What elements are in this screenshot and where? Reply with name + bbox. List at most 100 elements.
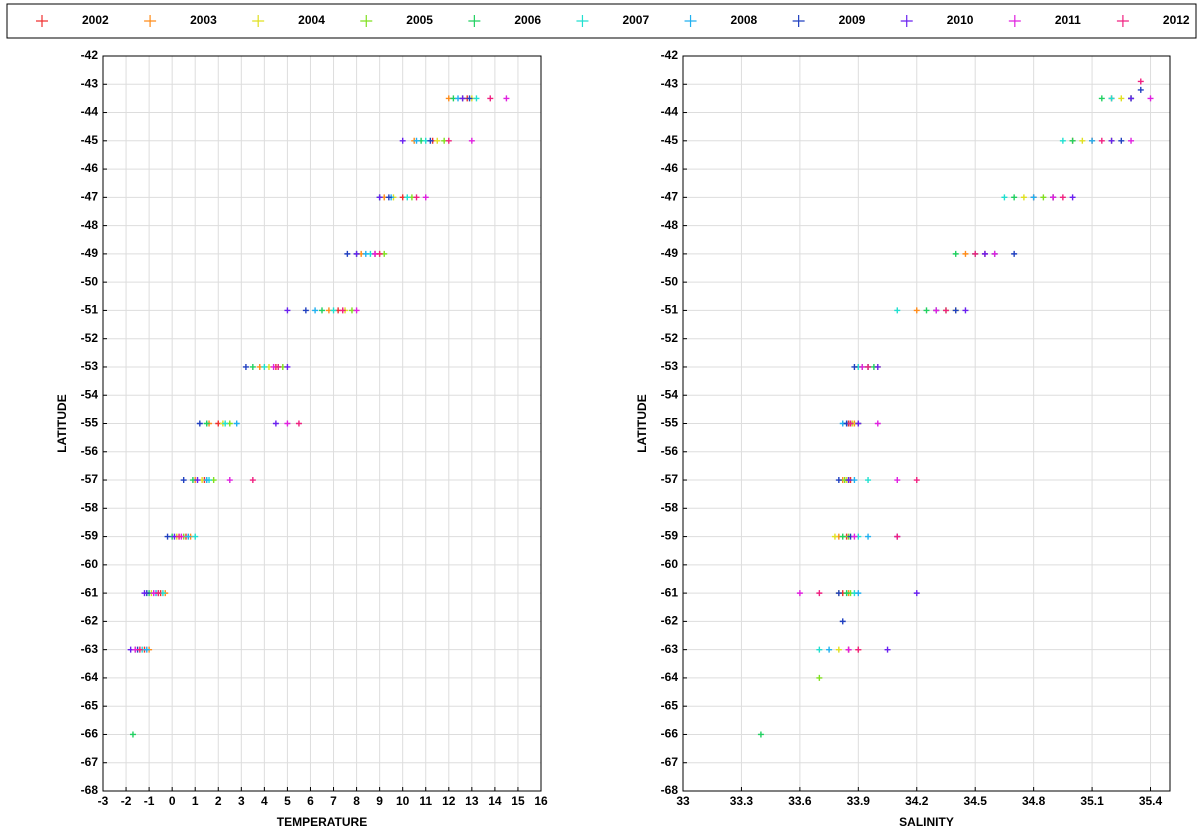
x-tick-label: 12 <box>442 794 456 808</box>
y-tick-label: -52 <box>81 331 99 345</box>
point <box>894 307 901 314</box>
x-tick-label: 33 <box>676 794 690 808</box>
y-tick-label: -54 <box>661 387 679 401</box>
point <box>1098 95 1105 102</box>
point <box>194 477 201 484</box>
point <box>434 137 441 144</box>
x-tick-label: 2 <box>215 794 222 808</box>
plot-frame <box>102 55 542 792</box>
point <box>843 590 850 597</box>
y-tick-label: -43 <box>661 76 679 90</box>
y-tick-label: -60 <box>81 557 99 571</box>
point <box>164 533 171 540</box>
point <box>413 137 420 144</box>
point <box>312 307 319 314</box>
point <box>129 731 136 738</box>
y-axis-label: LATITUDE <box>55 394 69 452</box>
y-tick-label: -46 <box>81 161 99 175</box>
legend-label: 2004 <box>298 13 325 27</box>
point <box>757 731 764 738</box>
point <box>376 194 383 201</box>
y-tick-label: -56 <box>661 444 679 458</box>
point <box>272 420 279 427</box>
y-tick-label: -49 <box>81 246 99 260</box>
x-tick-label: 33.6 <box>788 794 812 808</box>
point <box>242 363 249 370</box>
point <box>473 95 480 102</box>
point <box>422 194 429 201</box>
y-tick-label: -63 <box>81 642 99 656</box>
point <box>261 363 268 370</box>
point <box>136 646 143 653</box>
x-tick-label: 5 <box>284 794 291 808</box>
point <box>962 307 969 314</box>
legend-marker <box>792 15 805 27</box>
x-tick-label: 34.5 <box>964 794 988 808</box>
x-tick-label: 8 <box>353 794 360 808</box>
point <box>972 250 979 257</box>
y-tick-label: -44 <box>661 105 679 119</box>
y-tick-label: -58 <box>661 500 679 514</box>
legend-label: 2010 <box>947 13 974 27</box>
point <box>816 590 823 597</box>
point <box>796 590 803 597</box>
legend-label: 2007 <box>622 13 649 27</box>
point <box>1108 95 1115 102</box>
point <box>1020 194 1027 201</box>
point <box>913 307 920 314</box>
y-tick-label: -61 <box>81 585 99 599</box>
point <box>859 363 866 370</box>
x-tick-label: -2 <box>121 794 132 808</box>
y-tick-label: -43 <box>81 76 99 90</box>
y-tick-label: -54 <box>81 387 99 401</box>
x-tick-label: 15 <box>511 794 525 808</box>
point <box>143 646 150 653</box>
point <box>839 533 846 540</box>
y-axis-label: LATITUDE <box>635 394 649 452</box>
point <box>249 477 256 484</box>
point <box>865 533 872 540</box>
point <box>845 646 852 653</box>
point <box>1137 78 1144 85</box>
point <box>222 420 229 427</box>
point <box>835 646 842 653</box>
point <box>275 363 282 370</box>
y-tick-label: -66 <box>661 727 679 741</box>
y-tick-label: -55 <box>81 416 99 430</box>
point <box>185 533 192 540</box>
point <box>835 477 842 484</box>
point <box>962 250 969 257</box>
point <box>1079 137 1086 144</box>
x-tick-label: -3 <box>98 794 109 808</box>
x-tick-label: 16 <box>534 794 548 808</box>
point <box>1050 194 1057 201</box>
y-tick-label: -46 <box>661 161 679 175</box>
point <box>913 590 920 597</box>
point <box>1118 137 1125 144</box>
y-tick-label: -61 <box>661 585 679 599</box>
legend-label: 2002 <box>82 13 109 27</box>
y-tick-label: -52 <box>661 331 679 345</box>
point <box>1108 137 1115 144</box>
x-axis-label: SALINITY <box>899 815 954 829</box>
x-tick-label: 14 <box>488 794 502 808</box>
point <box>226 477 233 484</box>
x-tick-label: 11 <box>419 794 432 808</box>
point <box>284 363 291 370</box>
point <box>362 250 369 257</box>
x-tick-label: 4 <box>261 794 268 808</box>
point <box>141 590 148 597</box>
x-tick-label: 10 <box>396 794 410 808</box>
x-tick-label: 1 <box>192 794 199 808</box>
point <box>1147 95 1154 102</box>
y-tick-label: -51 <box>81 303 99 317</box>
point <box>404 194 411 201</box>
point <box>952 250 959 257</box>
point <box>196 420 203 427</box>
point <box>884 646 891 653</box>
point <box>874 420 881 427</box>
point <box>503 95 510 102</box>
x-tick-label: 33.9 <box>847 794 871 808</box>
y-tick-label: -50 <box>661 274 679 288</box>
